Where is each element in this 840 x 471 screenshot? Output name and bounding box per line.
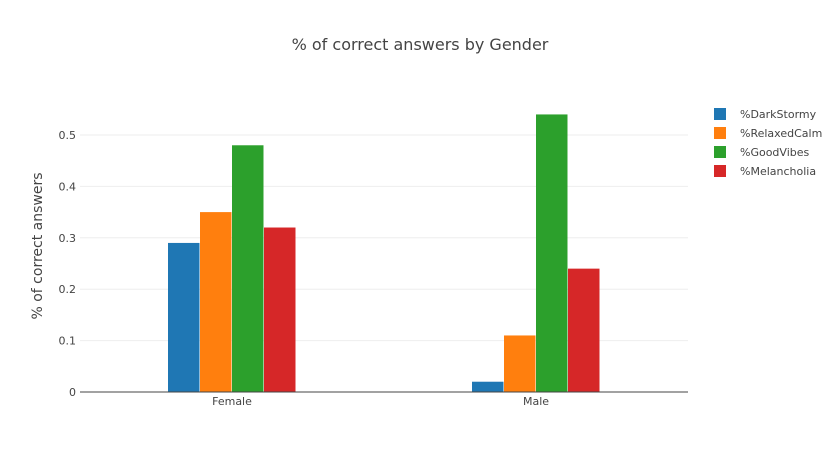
y-axis-label: % of correct answers	[30, 172, 46, 319]
chart-title: % of correct answers by Gender	[292, 35, 549, 54]
y-tick-label: 0.5	[59, 129, 77, 142]
legend-label: %GoodVibes	[740, 146, 810, 159]
bar-darkstormy-female	[168, 242, 200, 392]
bar-melancholia-female	[264, 227, 296, 392]
bar-melancholia-male	[568, 268, 600, 392]
bar-goodvibes-male	[536, 114, 568, 392]
legend-item[interactable]: %Melancholia	[714, 165, 816, 178]
legend-swatch	[714, 108, 726, 120]
legend-label: %RelaxedCalm	[740, 127, 822, 140]
legend-label: %DarkStormy	[740, 108, 817, 121]
x-tick-labels: Female Male	[212, 395, 549, 408]
legend-swatch	[714, 165, 726, 177]
bar-darkstormy-male	[472, 381, 504, 392]
bar-relaxedcalm-female	[200, 212, 232, 392]
y-tick-label: 0	[69, 386, 76, 399]
bars	[168, 114, 600, 392]
y-tick-label: 0.1	[59, 335, 77, 348]
bar-relaxedcalm-male	[504, 335, 536, 392]
y-tick-label: 0.2	[59, 283, 77, 296]
legend-swatch	[714, 146, 726, 158]
x-tick-label-male: Male	[523, 395, 549, 408]
y-tick-label: 0.3	[59, 232, 77, 245]
legend-item[interactable]: %GoodVibes	[714, 146, 810, 159]
bar-goodvibes-female	[232, 145, 264, 392]
y-tick-labels: 0 0.1 0.2 0.3 0.4 0.5	[59, 129, 77, 399]
x-tick-label-female: Female	[212, 395, 252, 408]
legend-swatch	[714, 127, 726, 139]
legend: %DarkStormy %RelaxedCalm %GoodVibes %Melanc…	[714, 108, 822, 178]
legend-item[interactable]: %DarkStormy	[714, 108, 817, 121]
y-tick-label: 0.4	[59, 180, 77, 193]
legend-item[interactable]: %RelaxedCalm	[714, 127, 822, 140]
legend-label: %Melancholia	[740, 165, 816, 178]
